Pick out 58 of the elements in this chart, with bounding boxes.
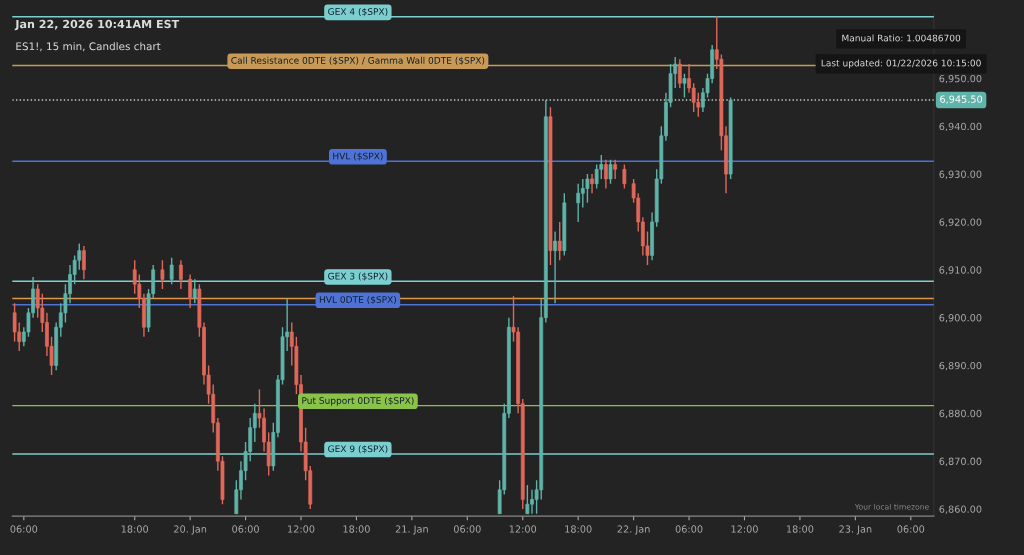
candlestick bbox=[179, 259, 183, 290]
y-tick-label: 6,910.00 bbox=[939, 266, 982, 275]
candlestick bbox=[188, 273, 193, 309]
x-tick-label: 18:00 bbox=[121, 525, 149, 533]
candlestick bbox=[622, 163, 627, 190]
x-tick-label: 18:00 bbox=[565, 525, 592, 533]
candlestick bbox=[12, 302, 17, 343]
text: ES1!, 15 min, Candles chart bbox=[16, 42, 161, 52]
ref-line-label: GEX 3 ($SPX) bbox=[328, 272, 388, 281]
candlestick bbox=[557, 221, 562, 261]
y-tick-label: 6,860.00 bbox=[939, 505, 982, 514]
x-tick-label: 06:00 bbox=[453, 525, 481, 533]
candlestick bbox=[608, 159, 613, 185]
y-tick-label: 6,930.00 bbox=[939, 170, 982, 179]
x-tick-label: 18:00 bbox=[343, 525, 370, 533]
ref-line-label: HVL 0DTE ($SPX) bbox=[319, 295, 397, 305]
y-tick-label: 6,940.00 bbox=[939, 122, 982, 132]
x-tick-label: 18:00 bbox=[786, 525, 814, 533]
x-tick-label: 12:00 bbox=[731, 525, 758, 533]
x-tick-label: 20. Jan bbox=[174, 525, 207, 535]
ref-line-label: Call Resistance 0DTE ($SPX) / Gamma Wall 0DTE ($SPX) bbox=[231, 56, 485, 65]
candlestick bbox=[682, 72, 687, 99]
y-tick-label: 6,890.00 bbox=[939, 361, 982, 371]
annotation: Last updated: 01/22/2026 10:15:00 bbox=[821, 59, 981, 69]
x-tick-label: 12:00 bbox=[509, 525, 537, 533]
y-tick-label: 6,920.00 bbox=[939, 218, 982, 227]
x-tick-label: 12:00 bbox=[288, 525, 315, 533]
x-tick-label: 06:00 bbox=[675, 525, 703, 533]
candlestick bbox=[553, 230, 557, 304]
y-tick-label: 6,880.00 bbox=[939, 409, 982, 419]
ref-line-label: Put Support 0DTE ($SPX) bbox=[302, 396, 414, 406]
ref-line-label: GEX 9 ($SPX) bbox=[328, 445, 388, 454]
text: Jan 22, 2026 10:41AM EST bbox=[14, 19, 180, 31]
x-tick-label: 23. Jan bbox=[839, 525, 872, 535]
candlestick bbox=[594, 163, 599, 190]
candlestick bbox=[525, 484, 530, 515]
candlestick bbox=[576, 182, 581, 223]
y-tick-label: 6,950.00 bbox=[939, 74, 982, 84]
candlestick bbox=[613, 159, 618, 180]
ref-line-label: GEX 4 ($SPX) bbox=[328, 8, 388, 17]
candlestick bbox=[590, 173, 594, 194]
y-tick-label: 6,870.00 bbox=[939, 457, 982, 466]
candlestick bbox=[160, 259, 165, 290]
candlestick bbox=[82, 245, 86, 281]
ref-line-label: HVL ($SPX) bbox=[333, 152, 383, 161]
x-tick-label: 06:00 bbox=[10, 525, 38, 533]
x-tick-label: 21. Jan bbox=[395, 525, 428, 535]
candlestick bbox=[604, 159, 608, 190]
y-tick-label: 6,900.00 bbox=[939, 314, 982, 323]
x-tick-label: 22. Jan bbox=[617, 525, 650, 535]
annotation: Manual Ratio: 1.00486700 bbox=[842, 34, 961, 42]
candlestick bbox=[677, 58, 682, 89]
x-tick-label: 06:00 bbox=[897, 525, 925, 533]
candlestick bbox=[169, 257, 174, 285]
ref-line-label: 6,945.50 bbox=[940, 95, 983, 104]
candlestick bbox=[585, 173, 590, 204]
x-tick-label: 06:00 bbox=[232, 525, 259, 533]
candlestick bbox=[192, 278, 197, 304]
